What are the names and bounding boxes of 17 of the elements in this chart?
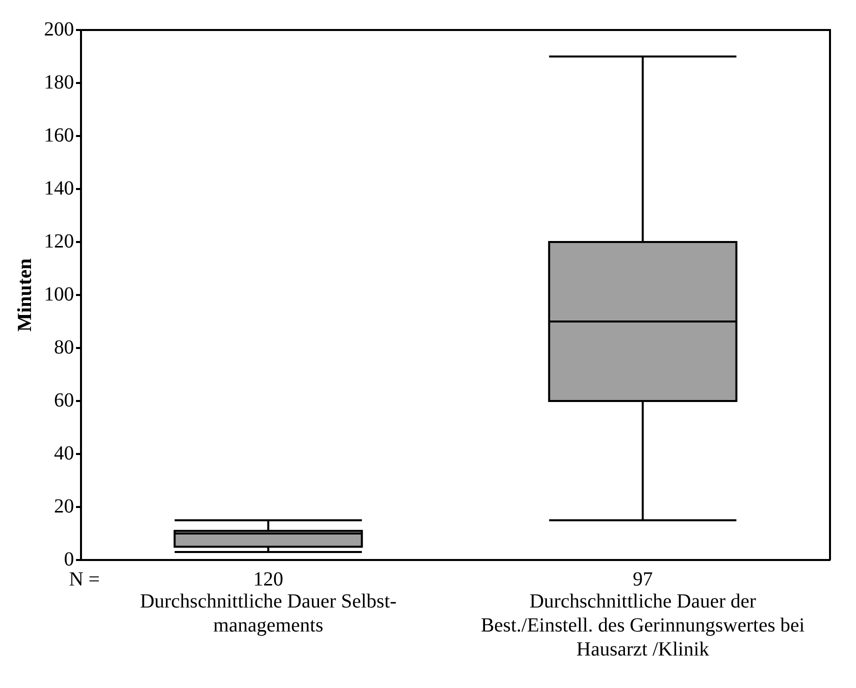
y-tick-label: 140: [44, 177, 74, 200]
y-tick-label: 180: [44, 71, 74, 94]
y-tick-label: 120: [44, 230, 74, 252]
text: N =: [69, 568, 100, 590]
y-tick-label: 20: [54, 495, 74, 518]
y-axis-title: Minuten: [14, 258, 36, 332]
y-tick-label: 80: [54, 336, 74, 358]
x-tick-label: Durchschnittliche Dauer der Best./Einstell. des Gerinnungswertes bei Hausarzt /Klinik: [480, 590, 806, 660]
y-tick-label: 0: [64, 548, 74, 570]
x-tick-label: Durchschnittliche Dauer Selbst- managements: [140, 590, 397, 636]
y-tick-label: 160: [44, 124, 74, 146]
y-tick-label: 100: [44, 283, 74, 306]
text: 97: [632, 568, 653, 590]
y-tick-label: 40: [54, 442, 74, 464]
text: 120: [253, 568, 284, 590]
y-tick-label: 60: [54, 389, 74, 412]
y-tick-label: 200: [44, 18, 74, 40]
